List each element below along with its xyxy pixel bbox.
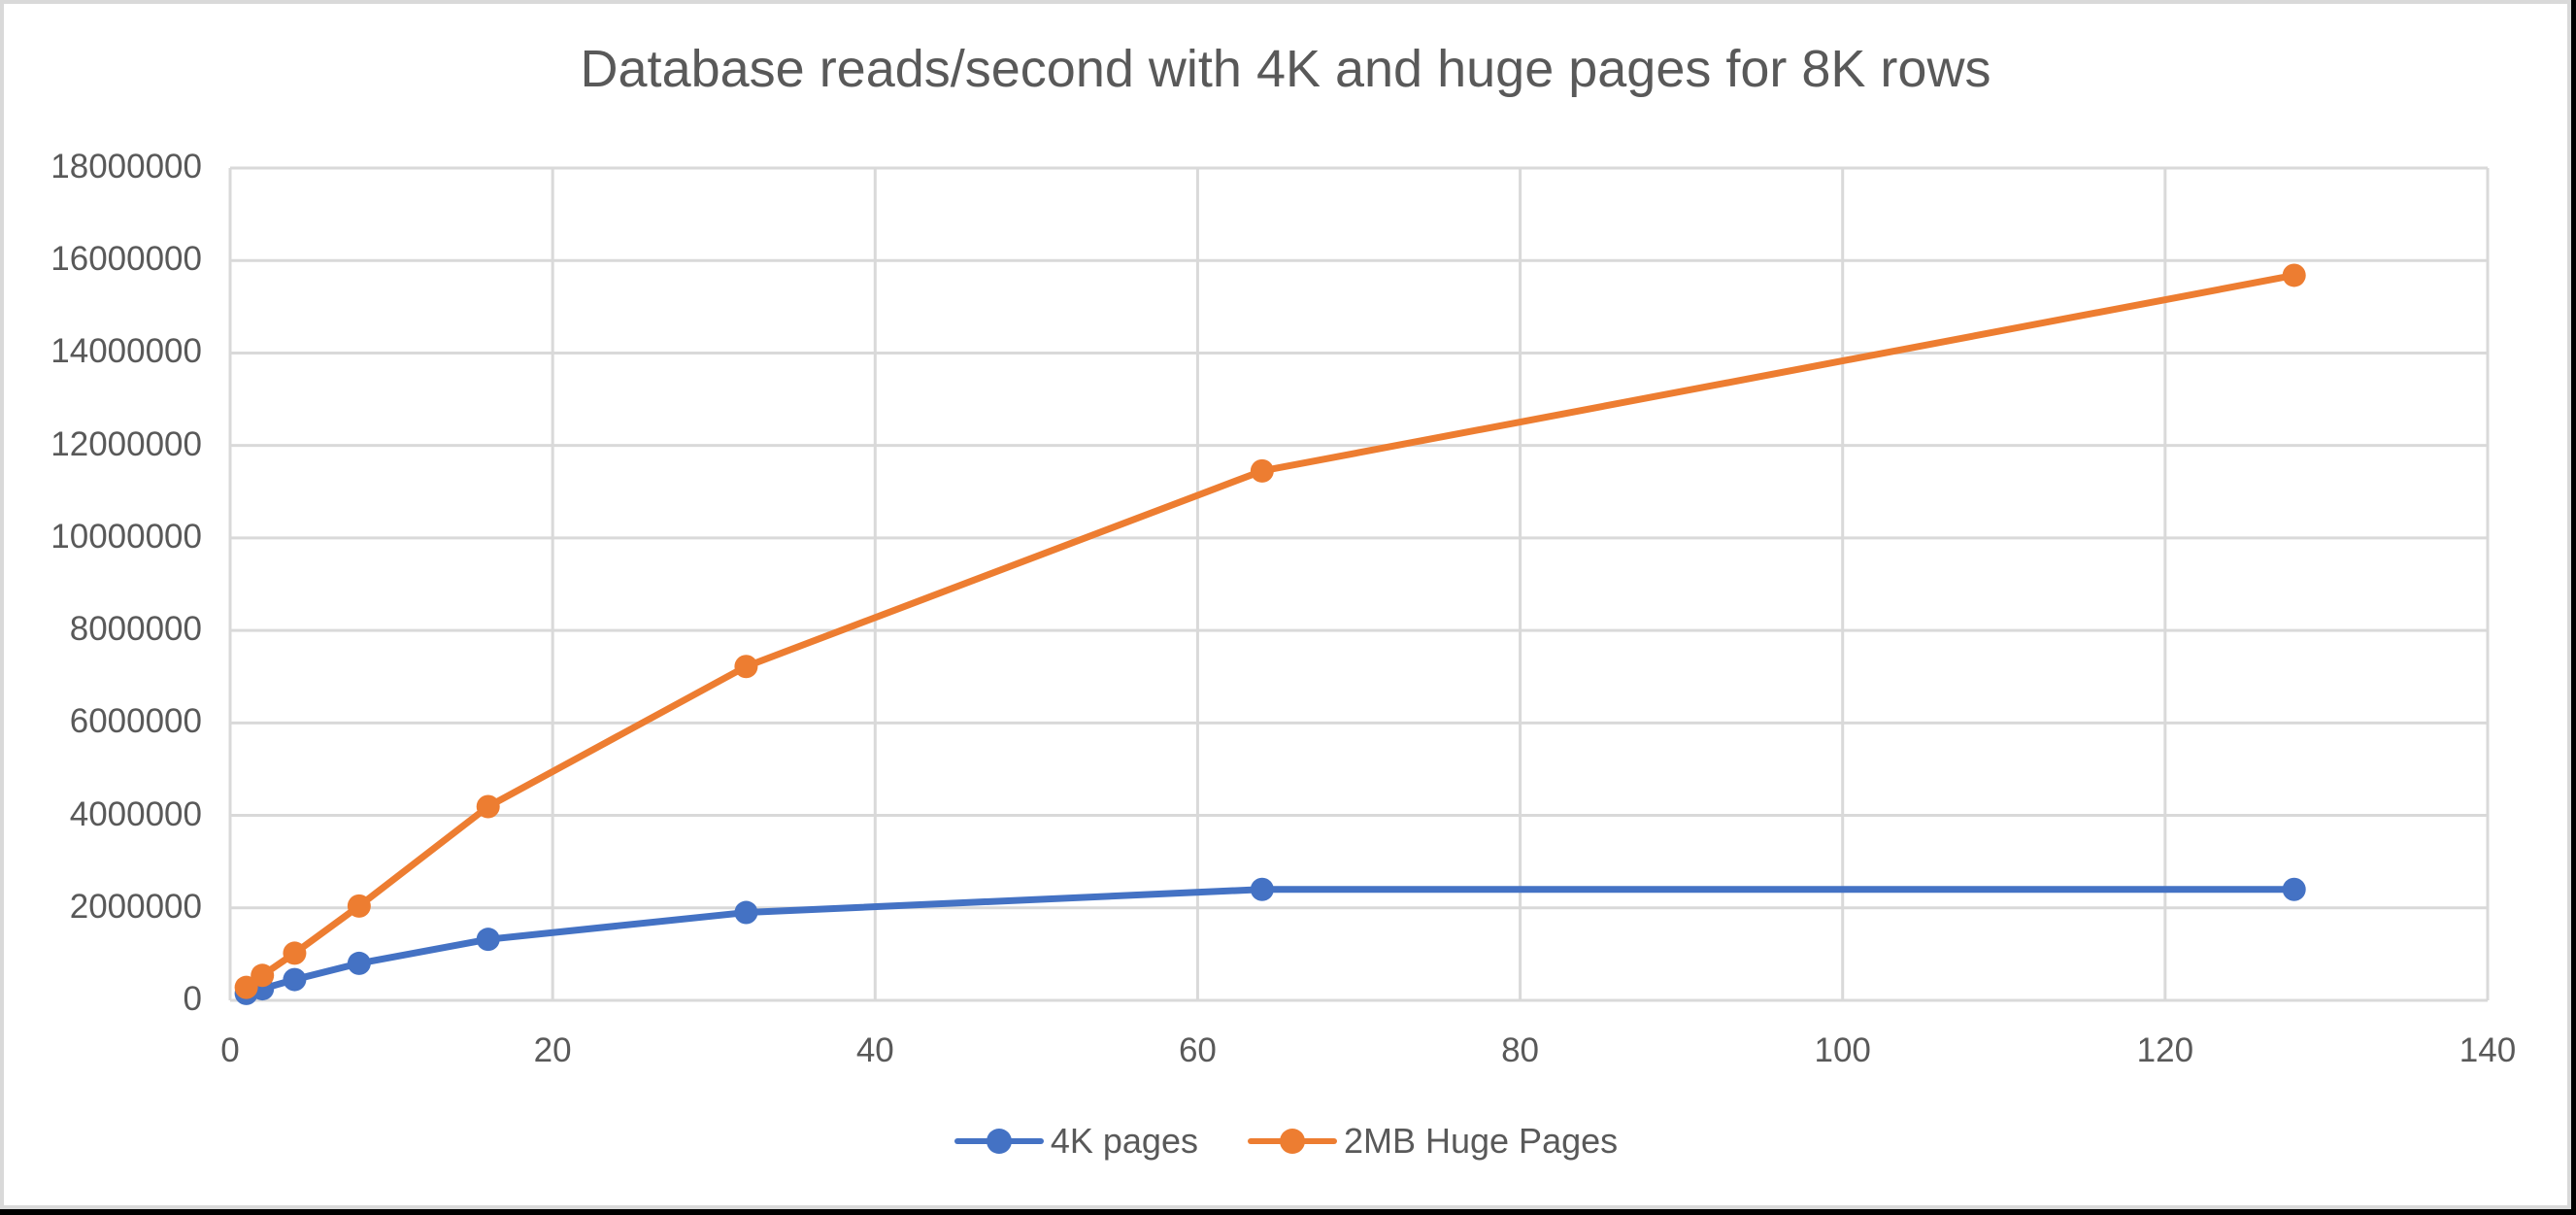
chart-title: Database reads/second with 4K and huge p… — [580, 40, 1991, 98]
data-point[interactable] — [347, 894, 371, 918]
data-point[interactable] — [2282, 877, 2306, 901]
data-point[interactable] — [1250, 458, 1274, 483]
data-point[interactable] — [234, 975, 258, 999]
y-tick-label: 18000000 — [50, 148, 202, 186]
x-tick-label: 60 — [1178, 1031, 1217, 1069]
x-tick-label: 80 — [1501, 1031, 1540, 1069]
legend-item-2mb-huge-pages[interactable]: 2MB Huge Pages — [1247, 1121, 1618, 1162]
data-point[interactable] — [476, 794, 500, 819]
y-tick-label: 14000000 — [50, 332, 202, 371]
data-point[interactable] — [734, 900, 758, 925]
data-point[interactable] — [734, 655, 758, 679]
chart-area: Database reads/second with 4K and huge p… — [4, 4, 2567, 1205]
y-tick-label: 16000000 — [50, 240, 202, 279]
plot-area — [228, 166, 2490, 1005]
x-tick-label: 100 — [1814, 1031, 1871, 1069]
y-tick-label: 4000000 — [69, 794, 202, 833]
y-tick-label: 10000000 — [50, 517, 202, 556]
x-tick-label: 0 — [220, 1031, 240, 1069]
data-point[interactable] — [251, 963, 275, 988]
x-tick-label: 120 — [2136, 1031, 2194, 1069]
y-tick-label: 8000000 — [69, 610, 202, 649]
legend-marker-line-icon — [1247, 1129, 1337, 1154]
x-tick-label: 140 — [2459, 1031, 2517, 1069]
data-point[interactable] — [1250, 877, 1274, 901]
legend-label: 4K pages — [1050, 1121, 1198, 1161]
data-point[interactable] — [283, 967, 307, 992]
legend: 4K pages 2MB Huge Pages — [4, 1121, 2567, 1162]
data-point[interactable] — [283, 941, 307, 965]
data-point[interactable] — [2282, 263, 2306, 287]
legend-marker-line-icon — [953, 1129, 1044, 1154]
x-tick-label: 40 — [855, 1031, 894, 1069]
x-tick-label: 20 — [533, 1031, 572, 1069]
data-point[interactable] — [347, 951, 371, 975]
legend-label: 2MB Huge Pages — [1343, 1121, 1619, 1161]
y-tick-label: 6000000 — [69, 702, 202, 741]
legend-item-4k-pages[interactable]: 4K pages — [953, 1121, 1198, 1162]
y-tick-label: 0 — [183, 980, 202, 1018]
y-tick-label: 2000000 — [69, 887, 202, 926]
y-tick-label: 12000000 — [50, 424, 202, 463]
data-point[interactable] — [476, 928, 500, 952]
